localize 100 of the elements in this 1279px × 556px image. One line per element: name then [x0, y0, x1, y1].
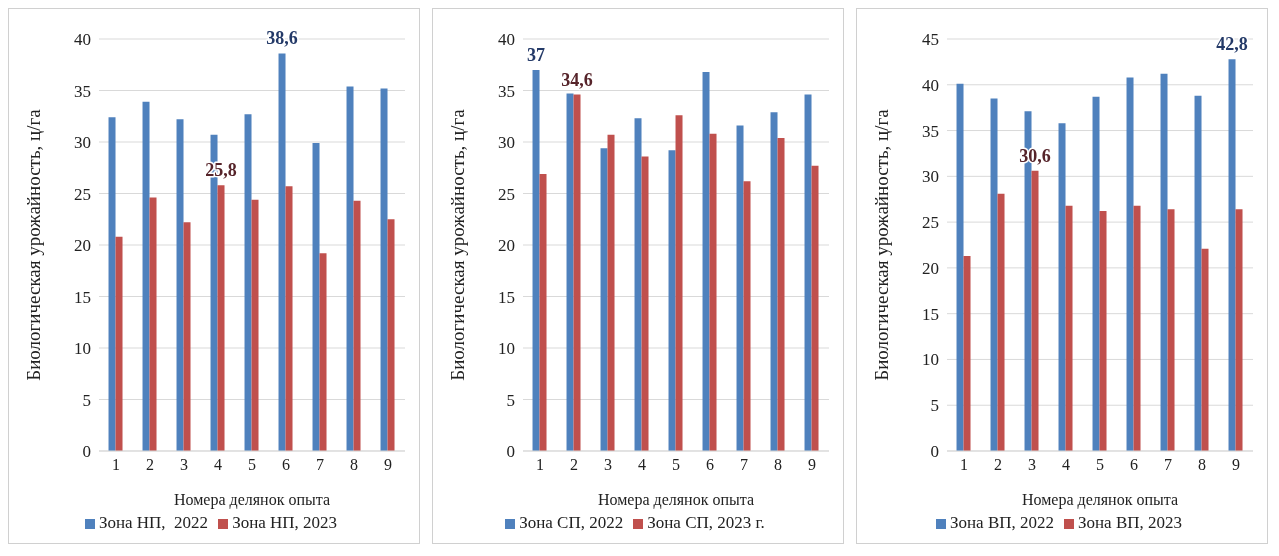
- x-tick-label: 7: [1164, 456, 1172, 474]
- x-tick-label: 8: [1198, 456, 1206, 474]
- bar: [1092, 96, 1100, 451]
- bar: [607, 134, 615, 451]
- x-tick-label: 7: [316, 456, 324, 474]
- x-tick-label: 2: [570, 456, 578, 474]
- y-tick-label: 40: [74, 30, 91, 50]
- x-tick-label: 9: [1232, 456, 1240, 474]
- x-tick-label: 6: [282, 456, 290, 474]
- bar: [1126, 77, 1134, 451]
- y-tick-label: 20: [498, 236, 515, 256]
- bar: [709, 133, 717, 451]
- bar: [641, 156, 649, 451]
- y-tick-label: 30: [922, 167, 939, 187]
- bar: [1201, 248, 1209, 451]
- y-tick-label: 35: [922, 121, 939, 141]
- x-tick-label: 1: [536, 456, 544, 474]
- legend-label: Зона НП, 2022: [98, 513, 209, 532]
- x-tick-label: 4: [214, 456, 222, 474]
- x-tick-label: 9: [384, 456, 392, 474]
- y-tick-label: 30: [74, 133, 91, 153]
- bar: [804, 94, 812, 451]
- y-tick-label: 40: [498, 30, 515, 50]
- bar: [149, 197, 157, 451]
- bar: [312, 143, 320, 451]
- legend-label: Зона СП, 2022: [519, 513, 624, 532]
- bar: [387, 219, 395, 451]
- y-tick-label: 20: [922, 258, 939, 278]
- bar: [108, 117, 116, 451]
- x-tick-label: 7: [740, 456, 748, 474]
- x-tick-label: 5: [1096, 456, 1104, 474]
- bar: [319, 253, 327, 451]
- legend-label: Зона СП, 2023 г.: [647, 513, 765, 532]
- bar: [634, 118, 642, 451]
- bar: [675, 115, 683, 451]
- bar: [963, 255, 971, 451]
- y-tick-label: 25: [74, 184, 91, 204]
- bar: [346, 86, 354, 451]
- bar: [539, 173, 547, 451]
- y-tick-label: 10: [922, 350, 939, 370]
- y-tick-label: 0: [506, 442, 515, 462]
- y-axis-title: Биологическая урожайность, ц/га: [870, 108, 892, 381]
- bar: [1194, 95, 1202, 451]
- bar: [1031, 170, 1039, 451]
- y-axis-title: Биологическая урожайность, ц/га: [22, 108, 44, 381]
- bar: [956, 83, 964, 451]
- bar: [1058, 123, 1066, 451]
- x-tick-label: 3: [180, 456, 188, 474]
- bar: [1228, 59, 1236, 451]
- y-tick-label: 0: [930, 442, 939, 462]
- x-axis-title: Номера делянок опыта: [597, 491, 755, 509]
- y-tick-label: 25: [922, 213, 939, 233]
- data-label: 37: [527, 44, 546, 65]
- bar: [811, 165, 819, 451]
- bar: [1160, 73, 1168, 451]
- bar: [115, 236, 123, 451]
- bar: [777, 137, 785, 451]
- x-tick-label: 3: [1028, 456, 1036, 474]
- data-label: 38,6: [266, 28, 298, 49]
- x-tick-label: 1: [960, 456, 968, 474]
- x-tick-label: 6: [1130, 456, 1138, 474]
- y-tick-label: 35: [498, 81, 515, 101]
- bar: [1099, 211, 1107, 451]
- x-tick-label: 4: [1062, 456, 1070, 474]
- bar: [1065, 205, 1073, 451]
- data-label: 34,6: [561, 69, 593, 90]
- bar: [770, 112, 778, 451]
- y-tick-label: 5: [82, 390, 91, 410]
- x-tick-label: 2: [994, 456, 1002, 474]
- bar: [176, 119, 184, 451]
- bar: [353, 200, 361, 451]
- y-tick-label: 5: [930, 396, 939, 416]
- bar: [702, 71, 710, 451]
- x-tick-label: 4: [638, 456, 646, 474]
- y-tick-label: 40: [922, 75, 939, 95]
- x-tick-label: 8: [774, 456, 782, 474]
- bar: [600, 148, 608, 451]
- bar: [668, 150, 676, 451]
- x-tick-label: 6: [706, 456, 714, 474]
- bar: [573, 94, 581, 451]
- y-axis-title: Биологическая урожайность, ц/га: [446, 108, 468, 381]
- y-tick-label: 20: [74, 236, 91, 256]
- bar: [285, 186, 293, 451]
- legend-label: Зона НП, 2023: [232, 513, 338, 532]
- y-tick-label: 35: [74, 81, 91, 101]
- y-tick-label: 5: [506, 390, 515, 410]
- legend-label: Зона ВП, 2023: [1078, 513, 1183, 532]
- bar: [1133, 205, 1141, 451]
- legend-label: Зона ВП, 2022: [949, 513, 1054, 532]
- y-tick-label: 10: [74, 339, 91, 359]
- bar: [278, 53, 286, 451]
- x-tick-label: 2: [146, 456, 154, 474]
- x-tick-label: 8: [350, 456, 358, 474]
- y-tick-label: 15: [74, 287, 91, 307]
- y-tick-label: 10: [498, 339, 515, 359]
- bar: [380, 88, 388, 451]
- bar: [1167, 209, 1175, 451]
- bar: [251, 199, 259, 451]
- x-tick-label: 5: [672, 456, 680, 474]
- bar: [217, 185, 225, 451]
